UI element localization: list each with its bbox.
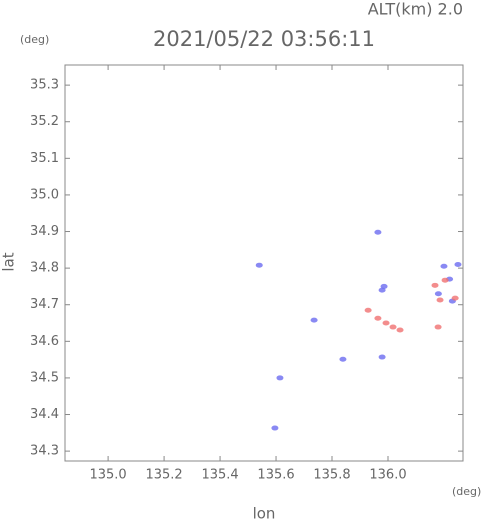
- echo-point: [382, 320, 390, 326]
- x-tick-label: 135.8: [313, 468, 350, 483]
- echo-point: [378, 354, 386, 360]
- x-tick-label: 136.0: [369, 468, 406, 483]
- y-tick-label: 34.4: [30, 407, 59, 422]
- x-unit: (deg): [452, 485, 481, 498]
- echo-point: [374, 229, 382, 235]
- x-tick-label: 135.6: [257, 468, 294, 483]
- chart-title: 2021/05/22 03:56:11: [153, 27, 375, 51]
- y-tick-label: 34.7: [30, 297, 59, 312]
- echo-point: [434, 291, 442, 297]
- echo-point: [441, 277, 449, 283]
- y-tick-label: 35.2: [30, 114, 59, 129]
- y-tick-label: 34.3: [30, 444, 59, 459]
- echo-point: [451, 295, 459, 301]
- echo-point: [440, 263, 448, 269]
- y-tick-label: 34.5: [30, 370, 59, 385]
- echo-point: [364, 307, 372, 313]
- x-tick-label: 135.4: [201, 468, 238, 483]
- echo-point: [396, 327, 404, 333]
- y-tick-label: 34.6: [30, 334, 59, 349]
- echo-point: [339, 356, 347, 362]
- echo-point: [255, 262, 263, 268]
- y-tick-label: 35.1: [30, 151, 59, 166]
- echo-point: [276, 375, 284, 381]
- y-tick-label: 35.0: [30, 187, 59, 202]
- chart-subtitle: ALT(km) 2.0: [368, 0, 463, 19]
- y-tick-label: 34.8: [30, 261, 59, 276]
- plot-frame: [64, 64, 464, 462]
- echo-point: [389, 324, 397, 330]
- y-tick-label: 35.3: [30, 78, 59, 93]
- x-axis-label: lon: [253, 505, 276, 522]
- y-axis-label: lat: [0, 252, 18, 271]
- x-tick-label: 135.0: [89, 468, 126, 483]
- echo-point: [431, 282, 439, 288]
- x-tick-label: 135.2: [145, 468, 182, 483]
- echo-point: [271, 425, 279, 431]
- y-unit: (deg): [20, 33, 49, 46]
- echo-point: [434, 324, 442, 330]
- echo-point: [380, 283, 388, 289]
- echo-point: [454, 261, 462, 267]
- echo-point: [310, 317, 318, 323]
- y-tick-label: 34.9: [30, 224, 59, 239]
- echo-point: [374, 315, 382, 321]
- echo-point: [436, 297, 444, 303]
